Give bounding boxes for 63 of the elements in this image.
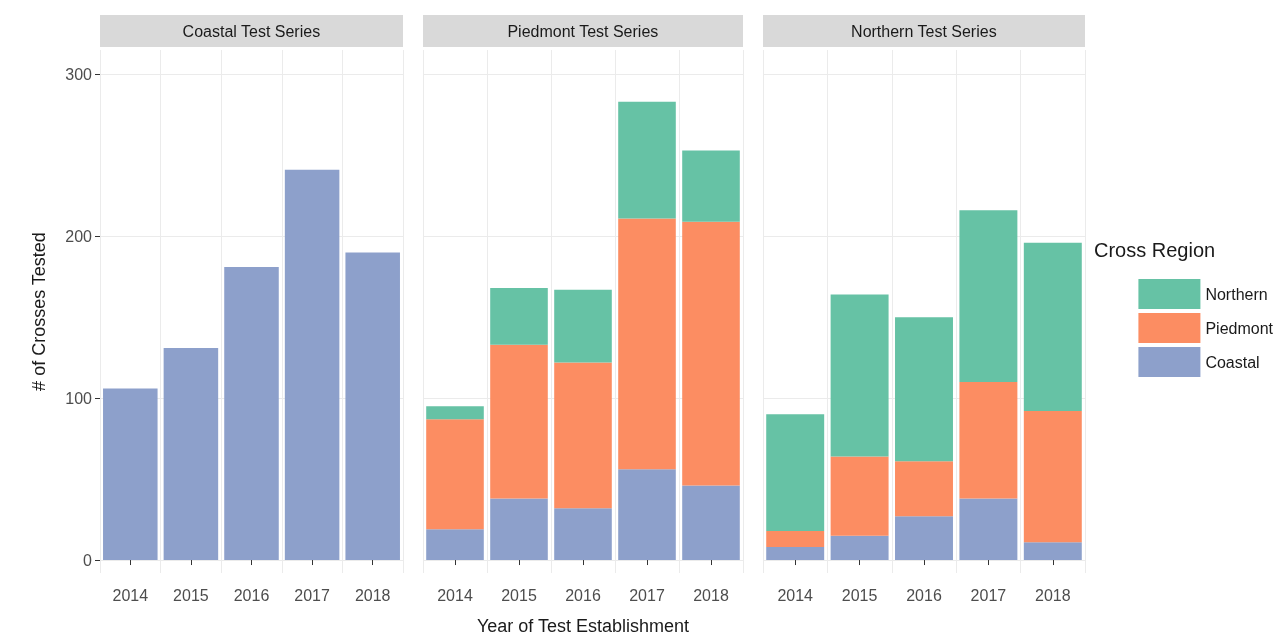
- y-tick-label: 300: [65, 65, 93, 83]
- x-tick-label: 2015: [173, 586, 209, 604]
- x-tick-label: 2014: [777, 586, 814, 604]
- bar: [830, 535, 889, 561]
- bar: [426, 419, 484, 530]
- bar: [1023, 542, 1082, 561]
- bar: [959, 210, 1018, 382]
- bar: [830, 294, 889, 457]
- x-tick-label: 2018: [693, 586, 729, 604]
- x-tick-label: 2017: [629, 586, 665, 604]
- bar: [490, 344, 548, 499]
- x-tick-label: 2014: [112, 586, 149, 604]
- legend-label: Northern: [1205, 285, 1268, 303]
- bar: [766, 530, 825, 548]
- bar: [766, 414, 825, 531]
- bar: [682, 485, 740, 561]
- bar: [618, 218, 676, 470]
- bar: [895, 317, 953, 462]
- bar: [163, 347, 219, 561]
- bar: [618, 469, 676, 561]
- bar: [345, 252, 400, 561]
- y-tick-label: 0: [83, 551, 93, 569]
- x-tick-label: 2018: [1035, 586, 1071, 604]
- chart-title: Coastal Test Series: [182, 22, 321, 40]
- y-axis-title: # of Crosses Tested: [29, 232, 49, 391]
- chart-title: Piedmont Test Series: [507, 22, 659, 40]
- bar: [554, 508, 612, 561]
- x-tick-label: 2015: [841, 586, 878, 604]
- bar: [682, 150, 740, 222]
- bar: [490, 498, 548, 561]
- y-tick-label: 100: [65, 389, 93, 407]
- legend-title: Cross Region: [1094, 239, 1216, 261]
- x-tick-label: 2018: [354, 586, 391, 604]
- chart-title: Northern Test Series: [851, 22, 997, 40]
- x-tick-label: 2014: [437, 586, 473, 604]
- x-axis-title: Year of Test Establishment: [476, 616, 690, 636]
- bar: [895, 516, 953, 561]
- bar: [618, 101, 676, 219]
- bar: [959, 381, 1018, 499]
- bar: [959, 498, 1018, 561]
- bar: [490, 288, 548, 345]
- x-tick-label: 2016: [906, 586, 942, 604]
- x-tick-label: 2015: [501, 586, 537, 604]
- bar: [830, 456, 889, 536]
- x-tick-label: 2017: [294, 586, 330, 604]
- bar: [554, 362, 612, 509]
- bar: [224, 266, 279, 561]
- legend-label: Coastal: [1205, 353, 1260, 371]
- x-tick-label: 2016: [233, 586, 270, 604]
- bar: [103, 388, 158, 561]
- bar: [284, 169, 340, 561]
- bar: [766, 547, 825, 561]
- legend-label: Piedmont: [1205, 319, 1274, 337]
- x-tick-label: 2016: [565, 586, 601, 604]
- y-tick-label: 200: [65, 227, 93, 245]
- bar: [426, 406, 484, 420]
- bar: [895, 461, 953, 517]
- bar: [1023, 411, 1082, 543]
- bar: [554, 289, 612, 363]
- x-tick-label: 2017: [970, 586, 1007, 604]
- bar: [1023, 242, 1082, 412]
- bar: [426, 529, 484, 561]
- bar: [682, 221, 740, 486]
